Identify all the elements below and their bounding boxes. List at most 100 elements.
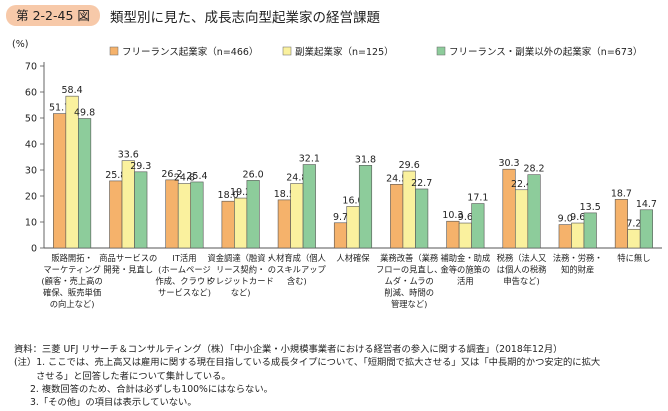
figure-number-badge: 第 2-2-45 図 — [6, 5, 100, 26]
bar — [190, 181, 204, 249]
note-3: 3.「その他」の項目は表示していない。 — [30, 397, 197, 409]
bar — [290, 183, 304, 249]
data-label: 19.2 — [230, 187, 251, 198]
data-label: 32.1 — [299, 154, 320, 165]
data-label: 22.7 — [411, 178, 432, 189]
x-category-label: 業務改善（業務 — [380, 253, 439, 263]
data-label: 24.8 — [286, 173, 307, 184]
data-label: 14.7 — [636, 199, 657, 210]
data-label: 9.7 — [333, 212, 348, 223]
x-category-label: 確保、販売単価 — [43, 288, 101, 298]
bar — [458, 222, 472, 249]
data-label: 58.4 — [62, 85, 83, 96]
data-label: 25.8 — [105, 170, 126, 181]
data-label: 51.7 — [49, 103, 70, 114]
x-category-label: クレジットカード — [207, 276, 273, 286]
bar — [277, 199, 291, 249]
x-category-label: 特に無し — [617, 253, 650, 263]
legend-label: 副業起業家（n=125） — [295, 46, 394, 58]
x-category-label: リース契約・ — [216, 265, 265, 275]
legend-label: フリーランス・副業以外の起業家（n=673） — [449, 46, 642, 58]
legend-swatch — [282, 46, 292, 56]
data-label: 18.0 — [218, 190, 239, 201]
bar — [246, 180, 260, 249]
y-axis-unit-label: (%) — [12, 39, 28, 50]
x-category-label: IT活用 — [172, 253, 196, 263]
x-category-label: のスキルアップ — [268, 265, 327, 275]
data-label: 18.7 — [611, 188, 632, 199]
y-tick-label: 10 — [25, 218, 37, 229]
x-category-label: など) — [231, 288, 251, 298]
data-label: 17.1 — [467, 193, 488, 204]
x-category-label: (ホームページ — [158, 265, 211, 275]
bar — [446, 220, 460, 249]
data-label: 33.6 — [118, 150, 139, 161]
x-category-label: 管理など) — [391, 299, 427, 309]
legend-label: フリーランス起業家（n=466） — [122, 46, 258, 58]
x-category-label: (顧客・売上高の — [41, 276, 102, 286]
bar — [583, 212, 597, 249]
y-tick-label: 40 — [25, 140, 37, 151]
data-label: 9.0 — [558, 214, 573, 225]
x-category-label: は個人の税務 — [497, 265, 547, 275]
y-tick-label: 20 — [25, 192, 37, 203]
data-label: 29.6 — [399, 160, 420, 171]
data-label: 22.4 — [511, 179, 532, 190]
data-label: 49.8 — [74, 108, 95, 119]
x-category-label: 知的財産 — [561, 265, 594, 275]
source-note: 資料：三菱 UFJ リサーチ＆コンサルティング（株）「中小企業・小規模事業者にお… — [14, 344, 563, 355]
data-label: 29.3 — [130, 161, 151, 172]
data-label: 24.8 — [174, 173, 195, 184]
x-category-label: の向上など) — [50, 299, 95, 309]
data-label: 16.0 — [342, 195, 363, 206]
legend-swatch — [109, 46, 119, 56]
y-tick-label: 60 — [25, 88, 37, 99]
bar — [390, 184, 404, 249]
bar — [527, 174, 541, 249]
bar — [514, 189, 529, 249]
x-category-label: 作成、クラウド — [155, 276, 213, 286]
bar — [627, 228, 641, 249]
data-label: 25.4 — [186, 171, 207, 182]
x-category-label: 資金調達（融資・ — [207, 253, 273, 263]
data-label: 26.2 — [161, 169, 182, 180]
y-tick-label: 0 — [31, 244, 37, 255]
x-category-label: 金等の施策の — [440, 265, 490, 275]
y-tick-label: 50 — [25, 114, 37, 125]
x-category-label: 活用 — [457, 276, 474, 286]
x-category-label: ムダ・ムラの — [384, 276, 433, 286]
x-category-label: 商品サービスの — [99, 253, 157, 263]
x-category-label: マーケティング — [43, 265, 100, 275]
figure-header: 第 2-2-45 図 類型別に見た、成長志向型起業家の経営課題 — [0, 0, 668, 30]
x-category-label: 申告など) — [503, 276, 539, 286]
data-label: 24.5 — [386, 173, 407, 184]
data-label: 28.2 — [523, 164, 544, 175]
bar — [415, 188, 429, 249]
bar — [346, 206, 360, 249]
x-category-label: 法務・労務・ — [553, 253, 603, 263]
data-label: 9.6 — [570, 212, 585, 223]
bar-chart: (%) 0 10 20 30 40 50 60 70 フリーランス起業家（n=466） 副業起業家… — [12, 39, 662, 309]
x-category-label: 削減、時間の — [384, 288, 434, 298]
bar — [221, 200, 235, 249]
note-2: 2. 複数回答のため、合計は必ずしも100%にはならない。 — [30, 383, 273, 395]
figure-title: 類型別に見た、成長志向型起業家の経営課題 — [110, 10, 380, 26]
bar — [614, 199, 628, 249]
bar — [234, 197, 248, 249]
bar — [558, 224, 572, 249]
bar — [65, 95, 79, 249]
bar — [639, 209, 653, 249]
data-label: 9.6 — [458, 212, 473, 223]
figure-notes: 資料：三菱 UFJ リサーチ＆コンサルティング（株）「中小企業・小規模事業者にお… — [14, 343, 664, 409]
bar — [471, 203, 485, 249]
note-1-continued: させる」と回答した者について集計している。 — [36, 370, 231, 382]
x-category-label: 補助金・助成 — [440, 253, 490, 263]
x-category-label: 含む) — [287, 276, 307, 286]
data-label: 18.5 — [274, 189, 295, 200]
data-label: 30.3 — [498, 158, 519, 169]
data-label: 10.3 — [442, 210, 463, 221]
x-category-label: 税務（法人又 — [497, 253, 547, 263]
x-category-label: サービスなど) — [158, 288, 211, 298]
x-category-label: 開発・見直し — [103, 265, 153, 275]
x-category-label: 人材確保 — [336, 253, 370, 263]
